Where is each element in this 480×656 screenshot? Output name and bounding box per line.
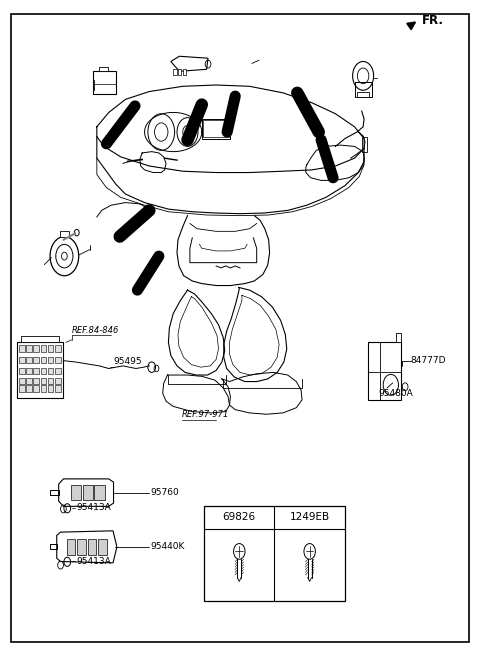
Bar <box>48 378 53 384</box>
Bar <box>48 357 53 363</box>
Bar <box>396 333 401 342</box>
Bar <box>19 378 25 384</box>
Bar <box>40 386 46 392</box>
Bar <box>55 378 60 384</box>
Bar <box>358 92 369 96</box>
Bar <box>17 342 63 398</box>
Bar <box>94 72 116 94</box>
Bar <box>178 70 181 75</box>
Bar <box>55 345 60 352</box>
Text: 95413A: 95413A <box>76 557 111 565</box>
Bar <box>55 386 60 392</box>
Bar <box>22 336 59 342</box>
Bar <box>34 357 39 363</box>
Bar <box>48 345 53 352</box>
Bar <box>19 386 25 392</box>
Bar <box>40 357 46 363</box>
Bar <box>67 539 75 555</box>
Text: 69826: 69826 <box>223 512 256 522</box>
Bar <box>34 345 39 352</box>
Text: 95413A: 95413A <box>76 503 111 512</box>
Bar <box>95 485 105 501</box>
Bar <box>71 485 81 501</box>
Bar <box>88 539 96 555</box>
Bar <box>26 386 32 392</box>
Bar <box>99 68 108 72</box>
Bar <box>26 378 32 384</box>
Bar <box>19 368 25 375</box>
Text: 95480A: 95480A <box>378 389 413 398</box>
Bar <box>173 70 177 75</box>
Bar <box>202 119 230 138</box>
Text: FR.: FR. <box>422 14 444 28</box>
Bar <box>77 539 86 555</box>
Bar <box>26 357 32 363</box>
Text: 95440K: 95440K <box>150 543 185 551</box>
Bar <box>48 386 53 392</box>
Bar <box>40 368 46 375</box>
Bar <box>26 345 32 352</box>
Bar <box>34 378 39 384</box>
Text: 84777D: 84777D <box>411 356 446 365</box>
Text: 95760: 95760 <box>150 488 179 497</box>
Bar <box>19 345 25 352</box>
Bar <box>368 342 401 400</box>
Bar <box>55 368 60 375</box>
Text: REF.97-971: REF.97-971 <box>182 411 229 419</box>
Bar <box>60 232 69 237</box>
Text: REF.84-846: REF.84-846 <box>72 325 120 335</box>
Text: 1249EB: 1249EB <box>289 512 330 522</box>
Bar <box>203 120 229 137</box>
Bar <box>55 357 60 363</box>
Bar <box>355 83 372 96</box>
Bar <box>19 357 25 363</box>
Bar <box>34 386 39 392</box>
Bar <box>183 70 186 75</box>
Bar <box>204 506 345 601</box>
Bar <box>362 137 367 152</box>
Bar <box>26 368 32 375</box>
Bar <box>83 485 94 501</box>
Bar <box>98 539 107 555</box>
Text: 95495: 95495 <box>114 357 142 366</box>
Bar <box>40 378 46 384</box>
Bar <box>48 368 53 375</box>
Bar <box>34 368 39 375</box>
Bar <box>40 345 46 352</box>
Bar <box>93 80 95 90</box>
